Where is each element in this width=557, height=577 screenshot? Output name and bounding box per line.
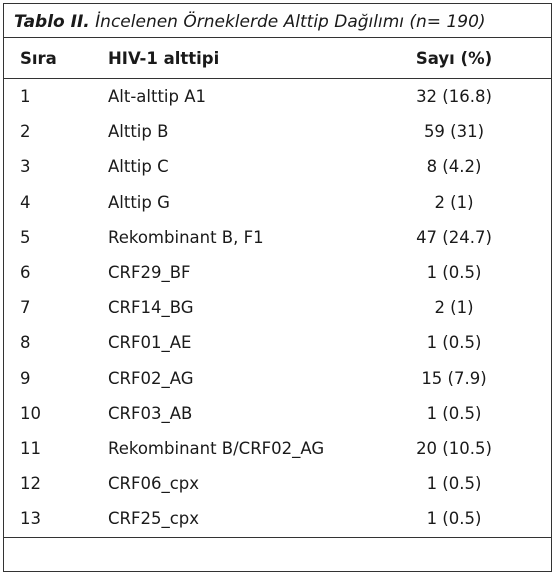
- header-row-number: Sıra: [20, 49, 57, 68]
- table-caption: Tablo II. İncelenen Örneklerde Alttip Da…: [14, 12, 486, 32]
- count: 15 (7.9): [421, 368, 487, 388]
- count: 8 (4.2): [426, 157, 482, 177]
- subtype: CRF02_AG: [108, 368, 194, 388]
- count: 59 (31): [423, 122, 485, 142]
- count: 1 (0.5): [426, 333, 482, 353]
- subtype: CRF03_AB: [108, 403, 193, 423]
- header-subtype: HIV-1 alttipi: [108, 49, 220, 68]
- row-number: 13: [20, 509, 41, 529]
- row-number: 3: [20, 157, 31, 177]
- row-number: 8: [20, 333, 31, 353]
- row-number: 11: [20, 439, 41, 458]
- subtype: Alttip C: [108, 157, 169, 177]
- subtype: CRF29_BF: [108, 263, 191, 282]
- subtype: Alttip B: [108, 122, 169, 142]
- count: 1 (0.5): [426, 403, 482, 423]
- count: 1 (0.5): [426, 509, 482, 529]
- rule: [4, 37, 551, 38]
- subtype: Rekombinant B/CRF02_AG: [108, 439, 325, 458]
- count: 47 (24.7): [416, 227, 492, 247]
- caption-text: İncelenen Örneklerde Alttip Dağılımı (n=…: [89, 12, 486, 32]
- row-number: 4: [20, 192, 31, 212]
- row-number: 7: [20, 298, 31, 318]
- subtype: CRF25_cpx: [108, 509, 200, 529]
- count: 2 (1): [434, 298, 474, 318]
- rule: [4, 78, 551, 79]
- subtype: CRF14_BG: [108, 298, 194, 318]
- row-number: 12: [20, 474, 41, 494]
- count: 20 (10.5): [416, 439, 492, 458]
- count: 32 (16.8): [416, 87, 492, 106]
- row-number: 9: [20, 368, 31, 388]
- subtype: CRF06_cpx: [108, 474, 200, 494]
- subtype: Alt-alttip A1: [108, 87, 207, 106]
- subtype: Alttip G: [108, 192, 170, 212]
- row-number: 5: [20, 227, 31, 247]
- count: 1 (0.5): [426, 474, 482, 494]
- caption-label: Tablo II.: [14, 12, 90, 32]
- row-number: 1: [20, 87, 31, 106]
- rule: [4, 537, 551, 538]
- subtype: CRF01_AE: [108, 333, 192, 353]
- count: 1 (0.5): [426, 263, 482, 282]
- row-number: 6: [20, 263, 31, 282]
- header-count: Sayı (%): [415, 49, 493, 68]
- row-number: 10: [20, 403, 41, 423]
- row-number: 2: [20, 122, 31, 142]
- table-frame: Tablo II. İncelenen Örneklerde Alttip Da…: [3, 3, 552, 572]
- subtype: Rekombinant B, F1: [108, 227, 264, 247]
- count: 2 (1): [434, 192, 474, 212]
